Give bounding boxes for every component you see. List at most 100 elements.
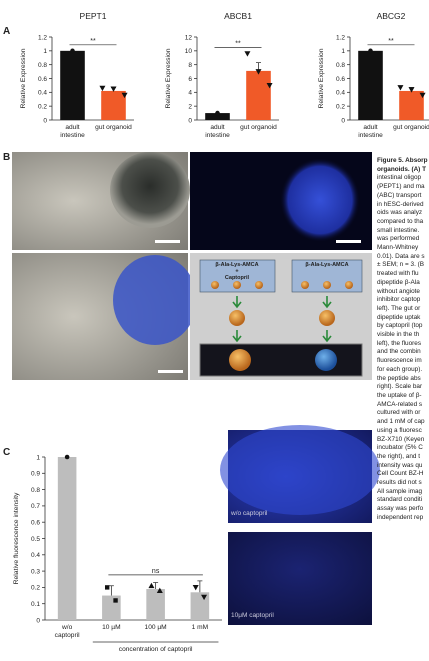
chart-title: ABCB1 <box>224 11 252 21</box>
y-tick-label: 0.9 <box>31 471 40 478</box>
wells <box>211 281 353 289</box>
caption-line: without angiote <box>377 287 420 295</box>
bar <box>358 50 383 121</box>
x-tick-label: gut organoid <box>393 124 429 131</box>
y-tick-label: 1 <box>341 48 345 55</box>
y-tick-label: 8 <box>188 62 192 69</box>
y-tick-label: 0.2 <box>336 103 345 110</box>
caption-line: inhibitor captop <box>377 296 421 304</box>
data-point <box>104 585 110 590</box>
data-point <box>192 585 199 591</box>
caption-line: left). The gut or <box>377 304 421 312</box>
y-tick-label: 0 <box>43 117 47 124</box>
data-point <box>148 582 155 589</box>
x-tick-label: 1 mM <box>192 624 208 631</box>
panel-label: B <box>3 152 10 163</box>
x-tick-label: adult intestine <box>205 124 230 139</box>
caption-line: standard conditi <box>377 496 423 504</box>
significance-label: ** <box>388 38 394 45</box>
data-point <box>156 587 163 594</box>
y-axis-label: Relative fluorescence intensity <box>13 492 20 584</box>
chart-title: PEPT1 <box>80 11 107 21</box>
data-point <box>121 92 128 99</box>
caption-line: BZ-X710 (Keyen <box>377 435 425 443</box>
caption-line: and 1 mM of cap <box>377 418 425 426</box>
caption-line: cultured with or <box>377 409 421 417</box>
bar <box>246 70 271 120</box>
caption-line: Mann-Whitney <box>377 244 419 252</box>
y-tick-label: 0.8 <box>31 487 40 494</box>
x-axis-label: concentration of captopril <box>119 646 193 653</box>
y-tick-label: 0.4 <box>336 90 345 97</box>
caption-line: ± SEM; n = 3. (B <box>377 261 425 269</box>
organoid-icon <box>229 349 251 371</box>
y-tick-label: 0.3 <box>31 568 40 575</box>
bar <box>399 90 424 120</box>
y-axis-label: Relative Expression <box>165 48 172 108</box>
x-tick-label: adult intestine <box>60 124 85 139</box>
error-bar <box>153 582 159 590</box>
caption-line: visible in the th <box>377 331 420 339</box>
image-label: 10μM captopril <box>231 612 274 619</box>
x-tick-label: w/o captopril <box>55 624 80 639</box>
caption-line: the right), and t <box>377 452 420 460</box>
x-tick-label: gut organoid <box>95 124 132 131</box>
data-point <box>201 594 208 601</box>
y-tick-label: 4 <box>188 90 192 97</box>
data-point <box>408 87 415 93</box>
caption-line: treated with flu <box>377 270 419 278</box>
chart-title: ABCG2 <box>377 11 406 21</box>
data-point <box>70 48 75 54</box>
y-tick-label: 0.2 <box>31 585 40 592</box>
y-tick-label: 0.4 <box>31 552 40 559</box>
caption-line: and the combin <box>377 348 421 356</box>
tray <box>199 343 363 377</box>
caption-line: Figure 5. Absorp <box>377 157 428 164</box>
significance-label: ** <box>235 41 241 48</box>
organoid-merged <box>113 255 197 345</box>
y-tick-label: 1 <box>36 454 40 461</box>
y-tick-label: 0 <box>188 117 192 124</box>
y-tick-label: 0.5 <box>31 536 40 543</box>
image-label: w/o captopril <box>230 510 268 517</box>
schematic-label: β-Ala-Lys-AMCA <box>305 262 348 268</box>
y-tick-label: 10 <box>185 48 193 55</box>
caption-line: intensity was qu <box>377 461 423 469</box>
y-tick-label: 0.4 <box>38 90 47 97</box>
data-point <box>110 86 117 92</box>
arrow <box>232 296 332 309</box>
microscopy-images <box>12 152 372 380</box>
y-tick-label: 2 <box>188 103 192 110</box>
data-point <box>419 92 426 99</box>
significance-label: ns <box>152 568 160 575</box>
organoid-icon <box>319 310 335 326</box>
organoid-fluorescence <box>280 158 360 242</box>
y-axis-label: Relative Expression <box>20 48 27 108</box>
caption-line: compared to tha <box>377 217 424 225</box>
caption-line: dipeptide uptak <box>377 313 421 321</box>
schematic-label: Captopril <box>225 275 250 281</box>
scale-bar <box>336 240 361 243</box>
y-tick-label: 0.6 <box>38 76 47 83</box>
y-tick-label: 0.7 <box>31 503 40 510</box>
error-bar <box>108 585 114 596</box>
data-point <box>397 85 404 91</box>
data-point <box>255 69 262 75</box>
caption-line: 0.01). Data are s <box>377 252 425 260</box>
y-tick-label: 0.8 <box>38 62 47 69</box>
caption-line: right). Scale bar <box>377 383 423 391</box>
y-tick-label: 1.2 <box>336 34 345 41</box>
caption-line: AMCA-related s <box>377 400 423 408</box>
y-tick-label: 0.2 <box>38 103 47 110</box>
caption-line: results did not s <box>377 479 422 487</box>
y-tick-label: 0.1 <box>31 601 40 608</box>
y-axis-label: Relative Expression <box>318 48 325 108</box>
scale-bar <box>158 370 183 373</box>
caption-line: (ABC) transport <box>377 191 422 199</box>
bar <box>101 90 126 120</box>
organoid-fluorescence <box>220 425 380 515</box>
y-tick-label: 0.6 <box>31 520 40 527</box>
data-point <box>266 83 273 89</box>
scale-bar <box>155 240 180 243</box>
